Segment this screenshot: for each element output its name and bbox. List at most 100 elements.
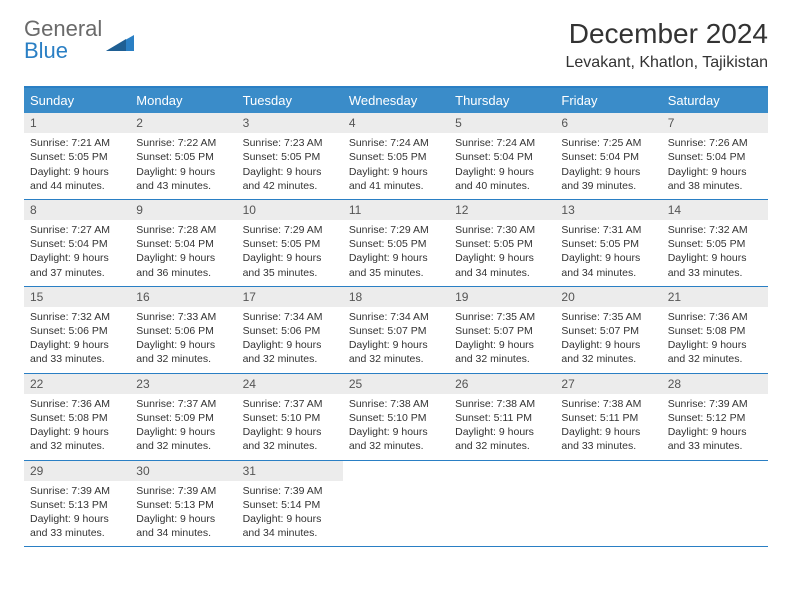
daylight-line: Daylight: 9 hours and 33 minutes. <box>30 512 124 540</box>
day-cell: 4Sunrise: 7:24 AMSunset: 5:05 PMDaylight… <box>343 113 449 199</box>
sunset-line: Sunset: 5:06 PM <box>30 324 124 338</box>
sunrise-line: Sunrise: 7:29 AM <box>349 223 443 237</box>
day-cell: 1Sunrise: 7:21 AMSunset: 5:05 PMDaylight… <box>24 113 130 199</box>
sunset-line: Sunset: 5:05 PM <box>243 237 337 251</box>
day-cell: 20Sunrise: 7:35 AMSunset: 5:07 PMDayligh… <box>555 287 661 373</box>
day-number: 25 <box>343 374 449 394</box>
day-number: 26 <box>449 374 555 394</box>
daylight-line: Daylight: 9 hours and 40 minutes. <box>455 165 549 193</box>
day-cell: 15Sunrise: 7:32 AMSunset: 5:06 PMDayligh… <box>24 287 130 373</box>
day-number: 29 <box>24 461 130 481</box>
sunset-line: Sunset: 5:10 PM <box>243 411 337 425</box>
sunset-line: Sunset: 5:14 PM <box>243 498 337 512</box>
day-number: 4 <box>343 113 449 133</box>
daylight-line: Daylight: 9 hours and 33 minutes. <box>668 425 762 453</box>
day-cell: 11Sunrise: 7:29 AMSunset: 5:05 PMDayligh… <box>343 200 449 286</box>
header: General Blue December 2024 Levakant, Kha… <box>24 18 768 72</box>
daylight-line: Daylight: 9 hours and 37 minutes. <box>30 251 124 279</box>
sunrise-line: Sunrise: 7:36 AM <box>30 397 124 411</box>
day-cell: 30Sunrise: 7:39 AMSunset: 5:13 PMDayligh… <box>130 461 236 547</box>
day-cell-empty <box>662 461 768 547</box>
sunrise-line: Sunrise: 7:39 AM <box>243 484 337 498</box>
sunset-line: Sunset: 5:05 PM <box>668 237 762 251</box>
dow-row: SundayMondayTuesdayWednesdayThursdayFrid… <box>24 88 768 113</box>
sunset-line: Sunset: 5:06 PM <box>136 324 230 338</box>
sunrise-line: Sunrise: 7:26 AM <box>668 136 762 150</box>
sunrise-line: Sunrise: 7:24 AM <box>455 136 549 150</box>
sunset-line: Sunset: 5:05 PM <box>136 150 230 164</box>
day-number: 9 <box>130 200 236 220</box>
day-number: 12 <box>449 200 555 220</box>
dow-cell: Friday <box>555 88 661 113</box>
daylight-line: Daylight: 9 hours and 32 minutes. <box>136 425 230 453</box>
day-number: 5 <box>449 113 555 133</box>
day-number: 28 <box>662 374 768 394</box>
daylight-line: Daylight: 9 hours and 33 minutes. <box>668 251 762 279</box>
dow-cell: Saturday <box>662 88 768 113</box>
sunset-line: Sunset: 5:04 PM <box>30 237 124 251</box>
day-number: 6 <box>555 113 661 133</box>
day-cell: 22Sunrise: 7:36 AMSunset: 5:08 PMDayligh… <box>24 374 130 460</box>
day-cell: 8Sunrise: 7:27 AMSunset: 5:04 PMDaylight… <box>24 200 130 286</box>
sunset-line: Sunset: 5:04 PM <box>668 150 762 164</box>
sunset-line: Sunset: 5:09 PM <box>136 411 230 425</box>
week-row: 8Sunrise: 7:27 AMSunset: 5:04 PMDaylight… <box>24 200 768 287</box>
day-cell: 28 Sunrise: 7:39 AMSunset: 5:12 PMDayligh… <box>662 374 768 460</box>
sunset-line: Sunset: 5:11 PM <box>561 411 655 425</box>
day-cell: 16Sunrise: 7:33 AMSunset: 5:06 PMDayligh… <box>130 287 236 373</box>
day-number: 11 <box>343 200 449 220</box>
sunset-line: Sunset: 5:13 PM <box>30 498 124 512</box>
daylight-line: Daylight: 9 hours and 33 minutes. <box>30 338 124 366</box>
day-cell: 29Sunrise: 7:39 AMSunset: 5:13 PMDayligh… <box>24 461 130 547</box>
day-number: 8 <box>24 200 130 220</box>
brand-blue: Blue <box>24 38 68 63</box>
sunrise-line: Sunrise: 7:37 AM <box>243 397 337 411</box>
day-cell: 6Sunrise: 7:25 AMSunset: 5:04 PMDaylight… <box>555 113 661 199</box>
sunrise-line: Sunrise: 7:22 AM <box>136 136 230 150</box>
sunset-line: Sunset: 5:12 PM <box>668 411 762 425</box>
daylight-line: Daylight: 9 hours and 32 minutes. <box>349 425 443 453</box>
sunrise-line: Sunrise: 7:36 AM <box>668 310 762 324</box>
sunset-line: Sunset: 5:05 PM <box>349 237 443 251</box>
day-cell: 10Sunrise: 7:29 AMSunset: 5:05 PMDayligh… <box>237 200 343 286</box>
week-row: 15Sunrise: 7:32 AMSunset: 5:06 PMDayligh… <box>24 287 768 374</box>
day-cell: 14Sunrise: 7:32 AMSunset: 5:05 PMDayligh… <box>662 200 768 286</box>
day-number: 27 <box>555 374 661 394</box>
day-number: 31 <box>237 461 343 481</box>
daylight-line: Daylight: 9 hours and 34 minutes. <box>455 251 549 279</box>
sunrise-line: Sunrise: 7:33 AM <box>136 310 230 324</box>
day-number: 18 <box>343 287 449 307</box>
day-cell-empty <box>555 461 661 547</box>
day-number: 3 <box>237 113 343 133</box>
weeks-container: 1Sunrise: 7:21 AMSunset: 5:05 PMDaylight… <box>24 113 768 547</box>
daylight-line: Daylight: 9 hours and 43 minutes. <box>136 165 230 193</box>
sunrise-line: Sunrise: 7:21 AM <box>30 136 124 150</box>
sunrise-line: Sunrise: 7:39 AM <box>668 397 762 411</box>
day-cell: 7Sunrise: 7:26 AMSunset: 5:04 PMDaylight… <box>662 113 768 199</box>
daylight-line: Daylight: 9 hours and 44 minutes. <box>30 165 124 193</box>
day-cell-empty <box>343 461 449 547</box>
sunset-line: Sunset: 5:07 PM <box>455 324 549 338</box>
sunrise-line: Sunrise: 7:38 AM <box>455 397 549 411</box>
sunrise-line: Sunrise: 7:35 AM <box>455 310 549 324</box>
sunset-line: Sunset: 5:06 PM <box>243 324 337 338</box>
day-cell: 19Sunrise: 7:35 AMSunset: 5:07 PMDayligh… <box>449 287 555 373</box>
day-number: 14 <box>662 200 768 220</box>
sunrise-line: Sunrise: 7:37 AM <box>136 397 230 411</box>
day-cell: 25Sunrise: 7:38 AMSunset: 5:10 PMDayligh… <box>343 374 449 460</box>
daylight-line: Daylight: 9 hours and 34 minutes. <box>136 512 230 540</box>
day-cell: 24Sunrise: 7:37 AMSunset: 5:10 PMDayligh… <box>237 374 343 460</box>
sunset-line: Sunset: 5:08 PM <box>668 324 762 338</box>
day-number: 17 <box>237 287 343 307</box>
day-number: 1 <box>24 113 130 133</box>
day-cell: 21Sunrise: 7:36 AMSunset: 5:08 PMDayligh… <box>662 287 768 373</box>
daylight-line: Daylight: 9 hours and 36 minutes. <box>136 251 230 279</box>
sunrise-line: Sunrise: 7:34 AM <box>349 310 443 324</box>
day-cell: 26Sunrise: 7:38 AMSunset: 5:11 PMDayligh… <box>449 374 555 460</box>
calendar: SundayMondayTuesdayWednesdayThursdayFrid… <box>24 86 768 547</box>
daylight-line: Daylight: 9 hours and 32 minutes. <box>243 338 337 366</box>
day-number: 20 <box>555 287 661 307</box>
daylight-line: Daylight: 9 hours and 33 minutes. <box>561 425 655 453</box>
day-cell: 12Sunrise: 7:30 AMSunset: 5:05 PMDayligh… <box>449 200 555 286</box>
sunrise-line: Sunrise: 7:24 AM <box>349 136 443 150</box>
